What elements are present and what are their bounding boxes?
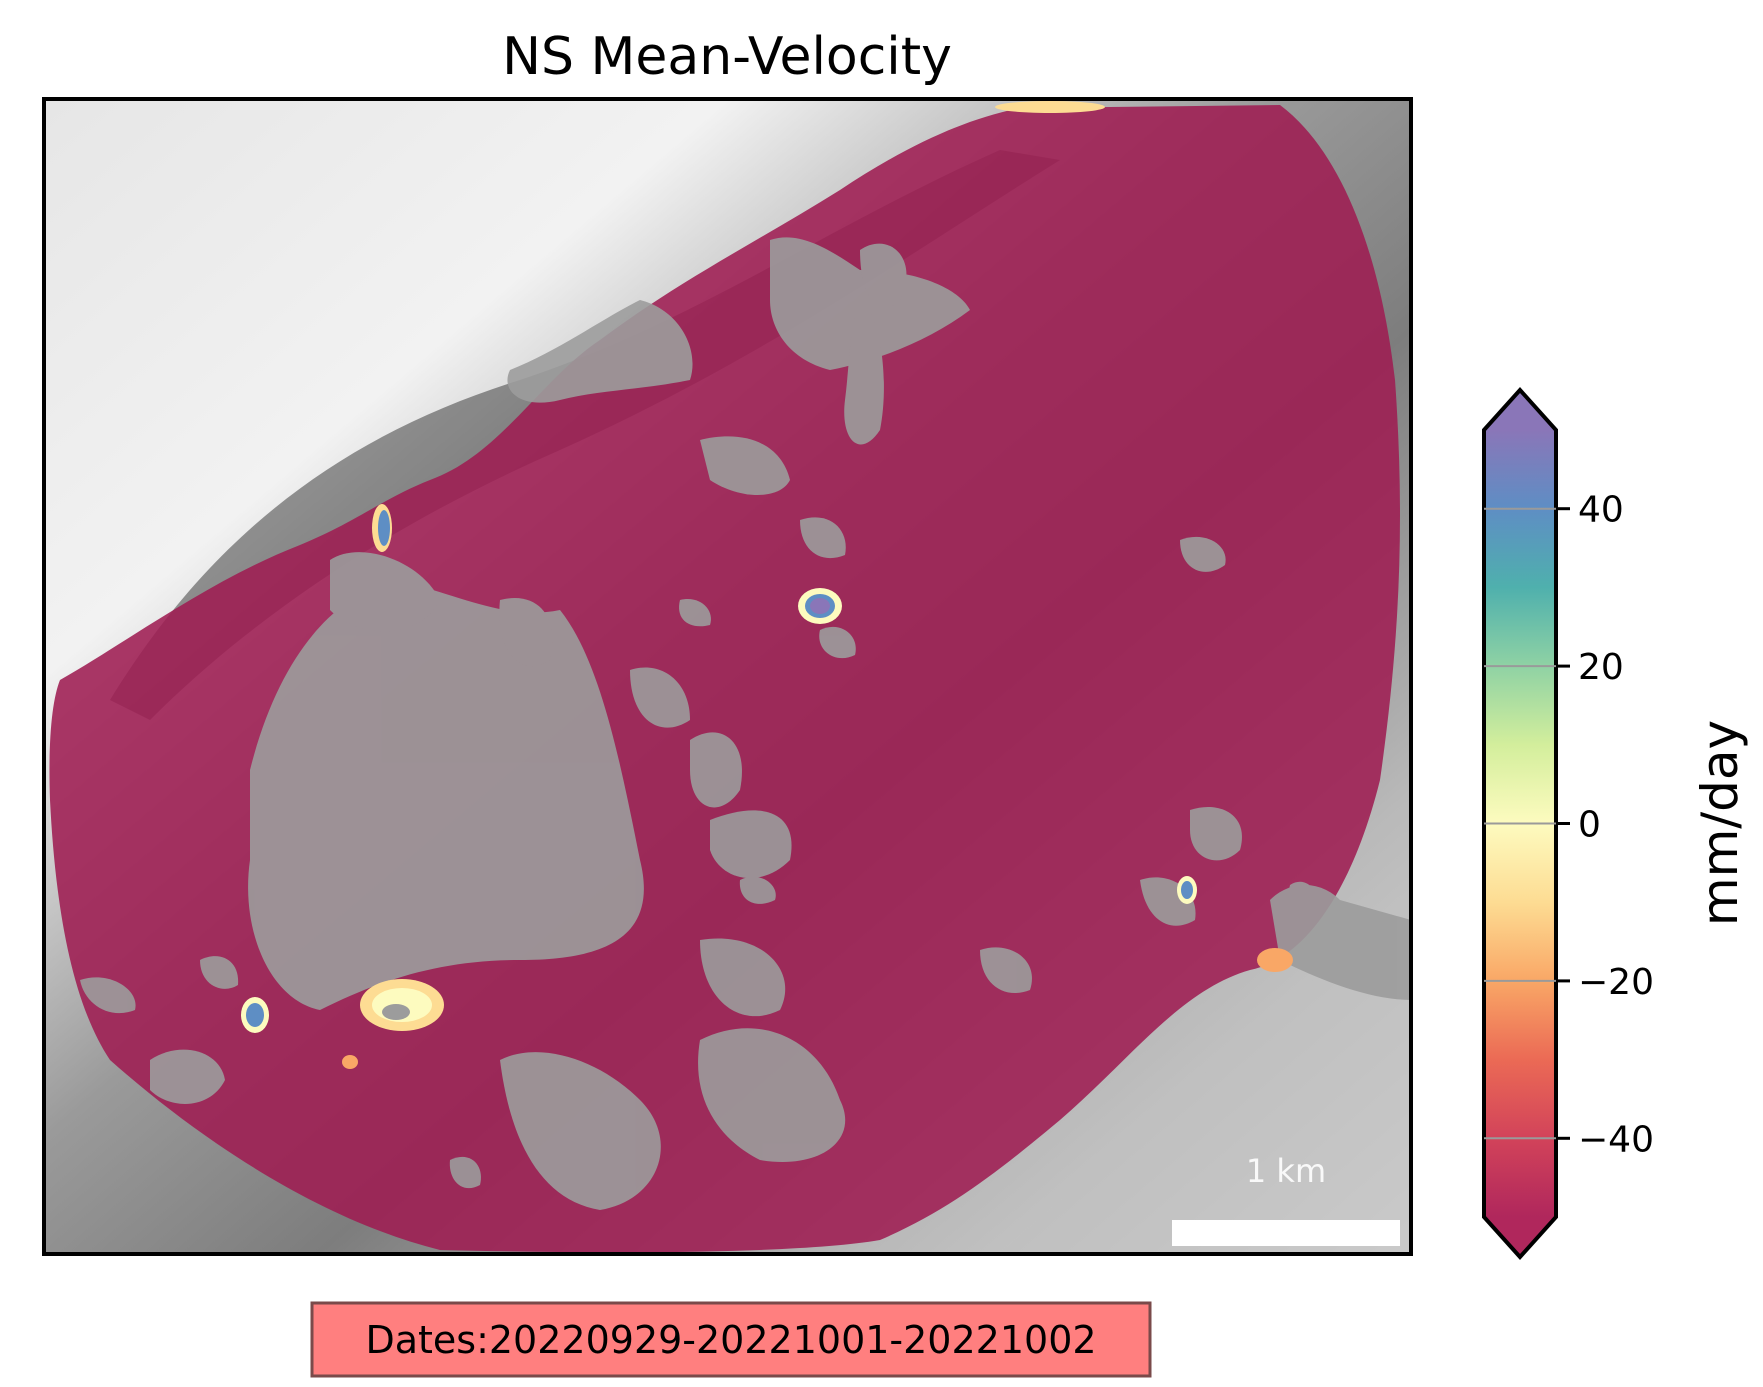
colorbar-tick-label: −40 [1578,1119,1654,1160]
colorbar-ticks: 40 20 0 −20 −40 [1484,490,1654,1160]
velocity-anomalies [241,101,1293,1069]
colorbar: 40 20 0 −20 −40 mm/day [1482,387,1749,1260]
map-panel: 1 km [44,99,1411,1254]
colorbar-tick-label: 0 [1578,805,1601,846]
colorbar-outline [1482,387,1558,1260]
colorbar-label: mm/day [1691,720,1749,926]
dates-box [310,1301,1152,1378]
colorbar-tick-label: −20 [1578,962,1654,1003]
scale-bar-label: 1 km [1246,1152,1326,1190]
colorbar-tick-label: 20 [1578,647,1624,688]
colorbar-tick-label: 40 [1578,490,1624,531]
map-frame [42,97,1413,1256]
dates-text: Dates:20220929-20221001-20221002 [365,1318,1096,1362]
no-data-patches [80,237,1411,1210]
colorbar-extend-min [1484,1217,1556,1257]
map-title: NS Mean-Velocity [502,27,952,87]
scale-bar [1172,1220,1400,1246]
colorbar-extend-max [1484,390,1556,430]
lower-slope-shade [1000,900,1411,1254]
